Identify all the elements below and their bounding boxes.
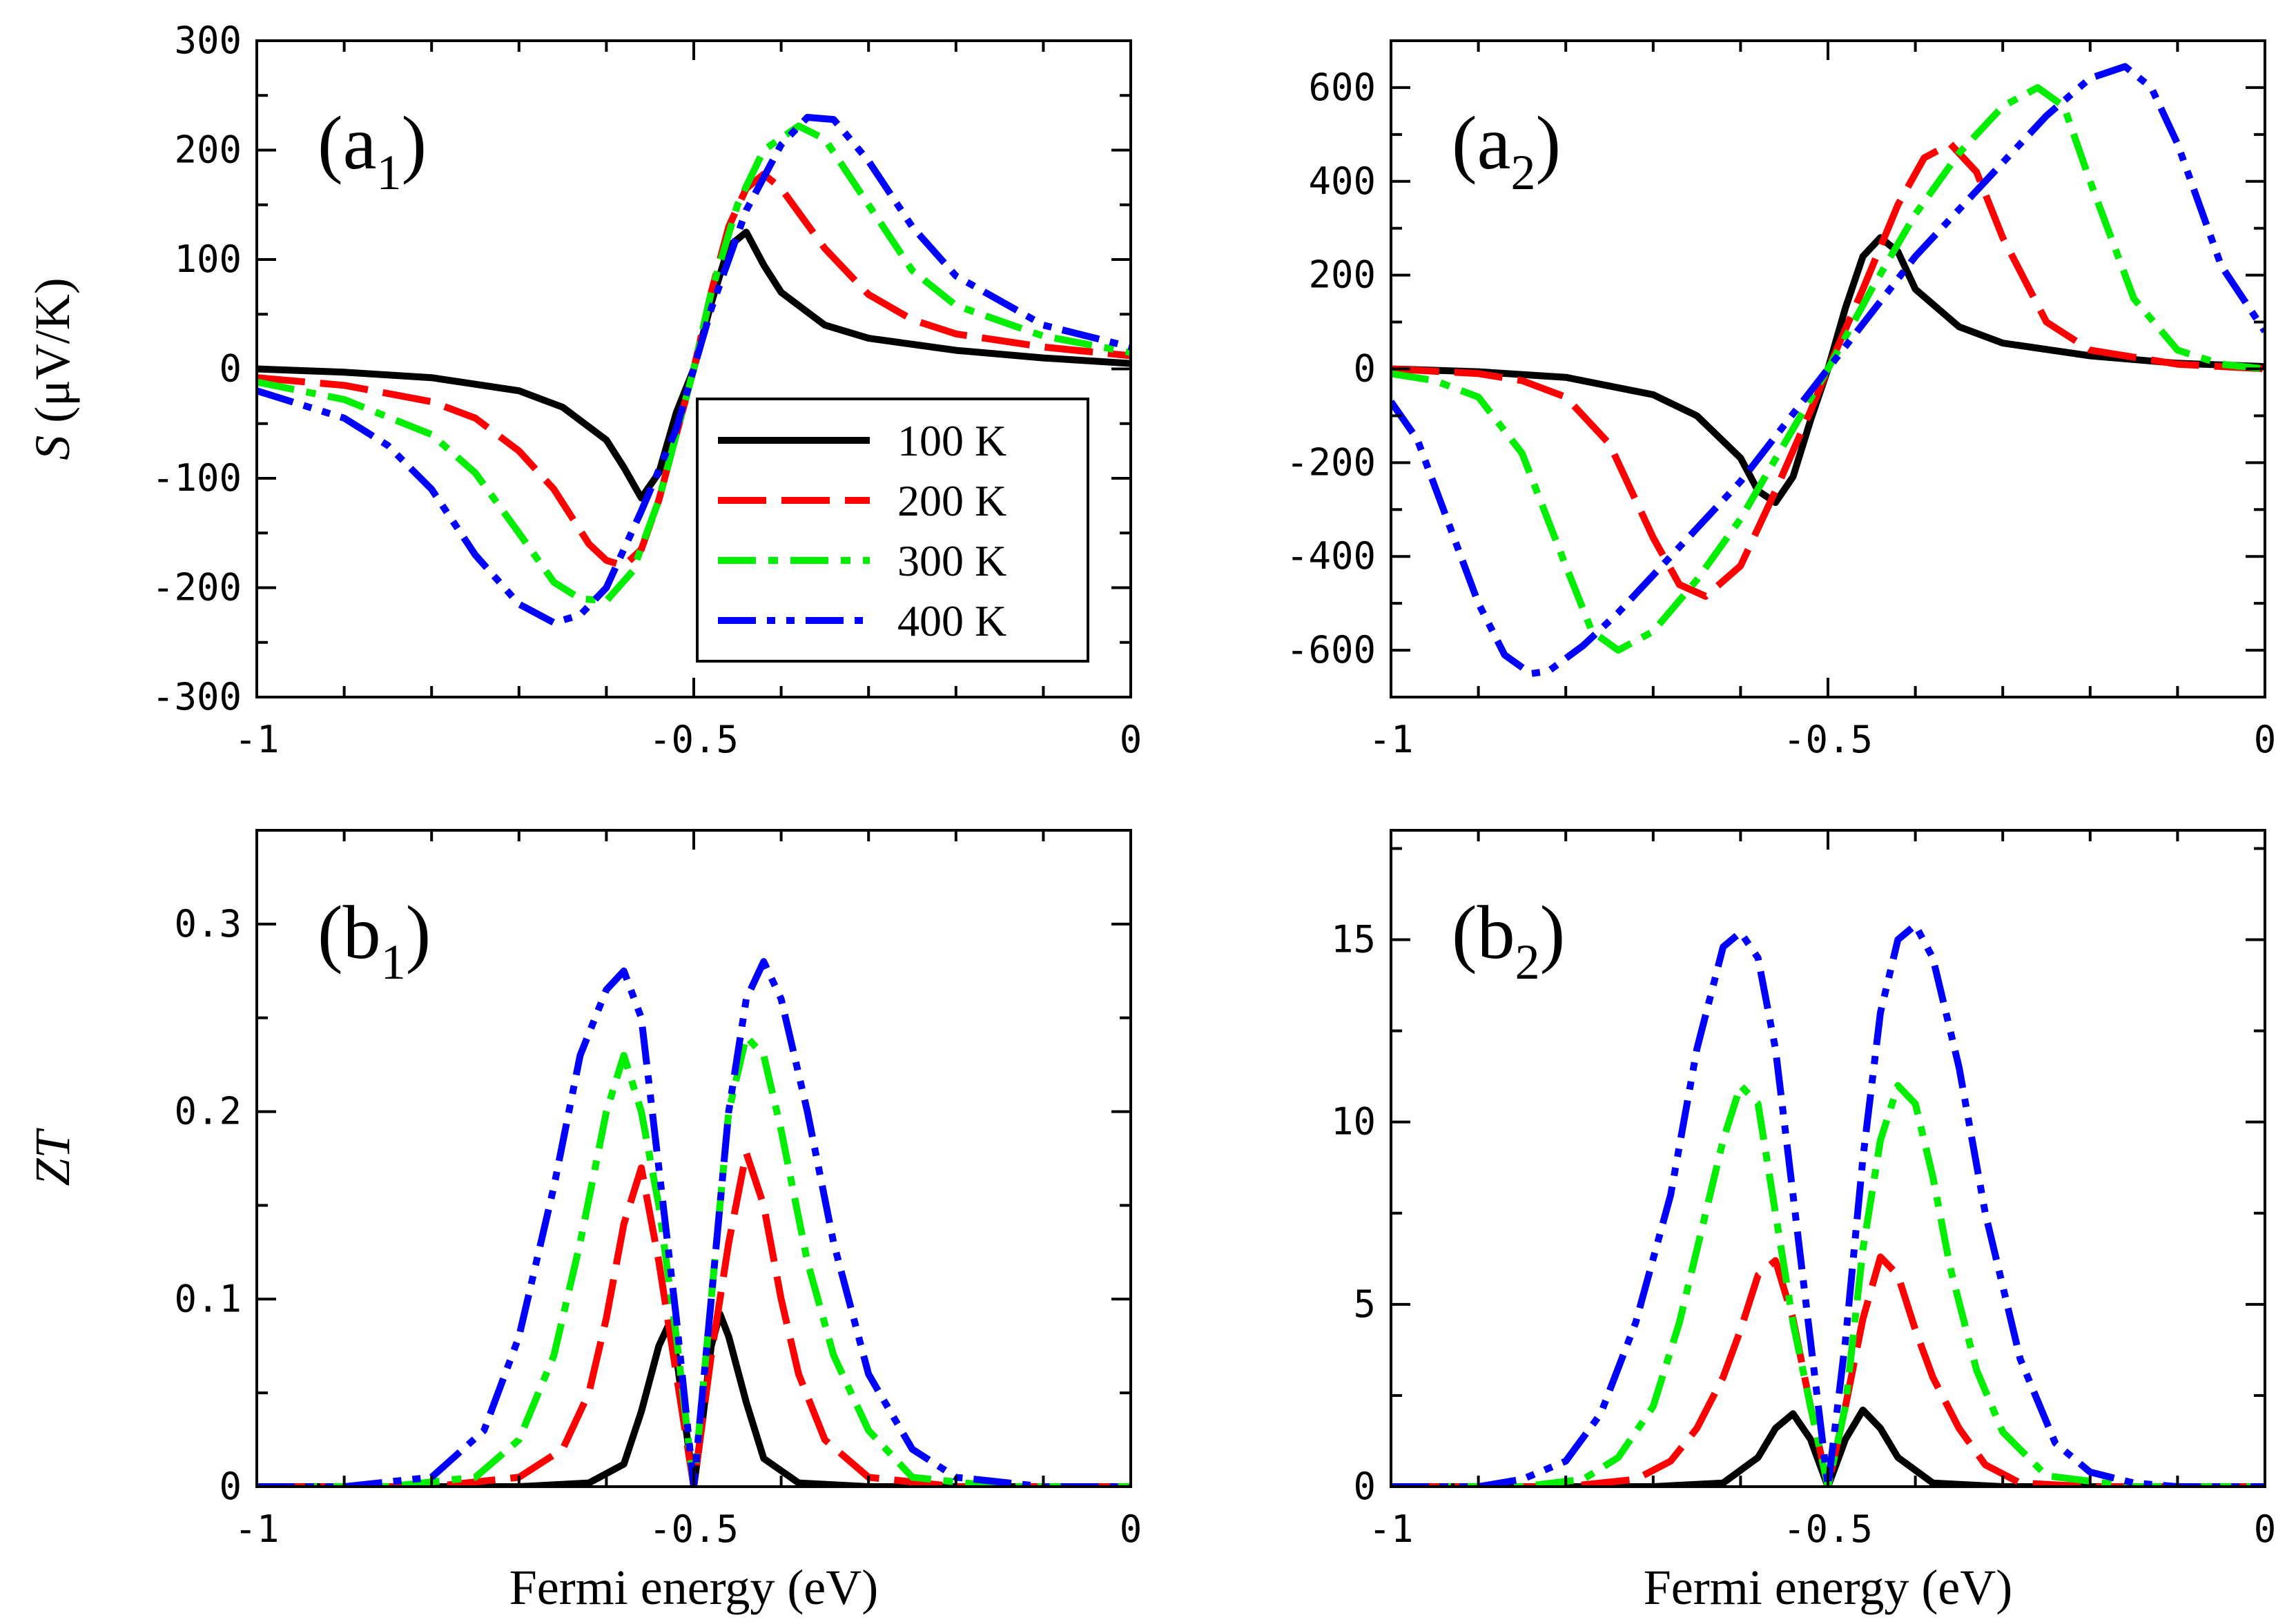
series-group <box>1391 921 2265 1487</box>
y-tick-label: 0 <box>219 347 242 391</box>
legend-label: 200 K <box>897 476 1006 525</box>
y-tick-label: 5 <box>1353 1282 1376 1326</box>
x-tick-label: -0.5 <box>649 718 739 761</box>
y-tick-label: 15 <box>1331 918 1376 961</box>
y-tick-label: 200 <box>1308 253 1376 297</box>
panel-label-close: ) <box>406 890 431 975</box>
series-group <box>257 958 1131 1487</box>
panel-label-close: ) <box>1535 101 1561 185</box>
series-line-400k <box>257 958 1131 1487</box>
y-tick-label: 0.1 <box>174 1277 242 1320</box>
x-tick-label: -1 <box>234 718 279 761</box>
series-line-100k <box>1391 1407 2265 1487</box>
x-tick-label: 0 <box>1120 1507 1142 1551</box>
panel-label-sub: 1 <box>381 935 406 990</box>
y-tick-label: 0.3 <box>174 902 242 946</box>
series-line-200k <box>257 170 1131 569</box>
panel-b2: -1 -0.5 0 0 5 10 15 (b2) Fermi energy (eV) <box>1331 829 2277 1615</box>
y-tick-label: 300 <box>174 19 242 62</box>
plot-frame <box>255 829 1132 1488</box>
series-line-300k <box>257 122 1131 605</box>
legend-label: 300 K <box>897 536 1006 585</box>
x-tick-label: -1 <box>1368 1507 1413 1551</box>
series-group <box>1391 63 2265 677</box>
panel-label-close: ) <box>1540 890 1566 975</box>
y-tick-label: -300 <box>152 675 242 718</box>
series-line-100k <box>257 1311 1131 1487</box>
panel-label: (b1) <box>318 890 431 990</box>
x-tick-label: 0 <box>2254 718 2277 761</box>
series-line-300k <box>1391 84 2265 654</box>
legend-label: 400 K <box>897 596 1006 645</box>
legend: 100 K 200 K 300 K 400 K <box>696 398 1089 663</box>
x-axis-title: Fermi energy (eV) <box>1644 1560 2012 1615</box>
panel-label: (b2) <box>1452 890 1565 990</box>
x-tick-label: -1 <box>1368 718 1413 761</box>
y-axis-title-italic: S <box>25 436 80 460</box>
series-line-200k <box>1391 140 2265 600</box>
y-axis-title: ZT <box>25 1128 80 1186</box>
y-axis-title: S (μV/K) <box>25 277 80 460</box>
plot-frame <box>1390 829 2266 1488</box>
x-tick-label: -1 <box>234 1507 279 1551</box>
y-tick-label: 10 <box>1331 1100 1376 1144</box>
y-tick-label: -200 <box>1286 440 1376 484</box>
panel-label-close: ) <box>401 101 427 185</box>
series-line-200k <box>257 1149 1131 1487</box>
y-tick-label: 100 <box>174 237 242 281</box>
panel-label: (a2) <box>1452 101 1561 200</box>
y-tick-label: -100 <box>152 456 242 500</box>
x-tick-label: -0.5 <box>1783 718 1873 761</box>
y-tick-label: -400 <box>1286 534 1376 578</box>
x-axis-title: Fermi energy (eV) <box>509 1560 878 1615</box>
y-axis-title-rest: (μV/K) <box>25 277 80 436</box>
x-tick-label: -0.5 <box>1783 1507 1873 1551</box>
series-line-400k <box>1391 921 2265 1487</box>
panel-label-sub: 2 <box>1510 145 1535 200</box>
series-line-400k <box>1391 63 2265 677</box>
x-tick-label: 0 <box>1120 718 1142 761</box>
panel-label-main: (b <box>318 890 381 975</box>
panel-label-main: (b <box>1452 890 1515 975</box>
series-line-300k <box>1391 1082 2265 1487</box>
panel-a2: -1 -0.5 0 -600 -400 -200 0 200 400 600 (a2) <box>1286 39 2277 761</box>
y-tick-label: -600 <box>1286 628 1376 672</box>
panel-label-main: (a <box>1452 101 1510 185</box>
series-group <box>257 114 1131 627</box>
legend-label: 100 K <box>897 416 1006 465</box>
panel-b1: -1 -0.5 0 0 0.1 0.2 0.3 (b1) ZT Fermi energy (eV) <box>25 829 1142 1615</box>
series-line-200k <box>1391 1253 2265 1487</box>
panel-label-sub: 2 <box>1515 935 1540 990</box>
x-tick-label: 0 <box>2254 1507 2277 1551</box>
panel-label-sub: 1 <box>376 145 401 200</box>
y-tick-label: 0 <box>1353 347 1376 391</box>
y-tick-label: 0 <box>1353 1465 1376 1508</box>
y-tick-label: -200 <box>152 566 242 609</box>
x-tick-label: -0.5 <box>649 1507 739 1551</box>
panel-label: (a1) <box>318 101 427 200</box>
panel-a1: -1 -0.5 0 -300 -200 -100 0 100 200 300 (a1) S (μV/K… <box>25 19 1142 761</box>
panel-label-main: (a <box>318 101 376 185</box>
y-tick-label: 600 <box>1308 66 1376 109</box>
y-tick-label: 0.2 <box>174 1090 242 1133</box>
y-tick-label: 400 <box>1308 159 1376 203</box>
y-tick-label: 200 <box>174 128 242 172</box>
series-line-400k <box>257 114 1131 627</box>
y-tick-label: 0 <box>219 1465 242 1508</box>
y-axis-title-italic: ZT <box>25 1128 80 1186</box>
series-line-300k <box>257 1033 1131 1487</box>
